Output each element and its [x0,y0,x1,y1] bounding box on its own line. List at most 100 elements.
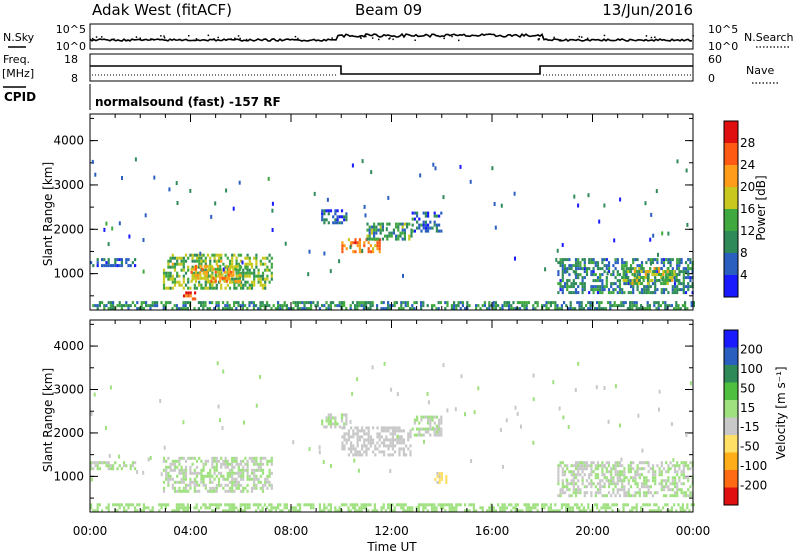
power-echo-cell [358,238,361,242]
power-echo-cell [434,166,437,171]
power-echo-cell [655,267,658,270]
power-echo-cell [112,307,115,311]
velocity-echo-cell [559,461,562,465]
velocity-echo-cell [94,464,97,468]
velocity-echo-cell [380,441,383,445]
power-echo-cell [627,276,630,279]
power-echo-cell [676,267,679,271]
velocity-echo-cell [270,506,273,510]
power-echo-cell [605,276,608,280]
power-echo-cell [632,288,635,292]
velocity-echo-cell [444,509,447,513]
velocity-echo-cell [543,506,546,510]
power-echo-cell [601,273,604,277]
velocity-echo-cell [182,468,185,472]
velocity-echo-cell [514,503,517,507]
velocity-echo-cell [543,503,546,507]
power-echo-cell [631,279,634,282]
power-echo-cell [362,301,365,305]
power-colorbar-swatch [724,187,738,209]
power-echo-cell [682,285,685,289]
power-echo-cell [669,264,672,268]
velocity-echo-cell [268,509,271,513]
power-echo-cell [153,175,156,180]
power-echo-cell [261,286,265,290]
power-echo-cell [666,267,669,270]
velocity-echo-cell [623,476,626,480]
power-echo-cell [248,283,251,287]
power-echo-cell [677,267,680,270]
velocity-echo-cell [583,494,586,498]
velocity-echo-cell [402,441,405,445]
power-echo-cell [255,265,258,269]
velocity-echo-cell [433,503,436,507]
velocity-echo-cell [610,476,613,480]
power-echo-cell [583,258,586,262]
power-echo-cell [649,270,652,273]
velocity-colorbar-swatch [724,435,738,453]
power-echo-cell [590,285,593,289]
velocity-echo-cell [211,489,214,493]
power-echo-cell [250,286,254,290]
power-echo-cell [204,268,207,272]
power-echo-cell [263,307,266,311]
power-echo-cell [645,261,648,265]
power-echo-cell [398,307,401,311]
power-echo-cell [440,229,443,233]
velocity-echo-cell [566,464,569,468]
velocity-echo-cell [658,482,661,486]
velocity-echo-cell [416,415,419,419]
power-echo-cell [669,261,672,265]
power-echo-cell [230,270,233,274]
power-echo-cell [408,237,411,241]
power-echo-cell [629,304,632,308]
power-echo-cell [640,264,644,268]
velocity-echo-cell [676,461,679,465]
velocity-echo-cell [657,509,660,513]
velocity-echo-cell [568,470,571,474]
power-echo-cell [624,301,627,305]
power-echo-cell [228,280,232,284]
power-echo-cell [217,253,221,257]
velocity-echo-cell [180,503,183,507]
velocity-echo-cell [682,494,685,498]
velocity-echo-cell [233,503,236,507]
velocity-echo-cell [334,422,337,426]
power-echo-cell [387,307,390,311]
power-echo-cell [400,307,403,311]
velocity-echo-cell [204,474,207,478]
power-echo-cell [175,307,178,311]
noise-search-dot [559,39,562,41]
velocity-echo-cell [689,485,692,489]
power-echo-cell [557,261,560,265]
power-echo-cell [638,264,641,268]
power-echo-cell [376,307,379,311]
velocity-echo-cell [435,430,438,434]
power-echo-cell [566,282,569,286]
noise-search-dot [644,39,646,41]
velocity-echo-cell [649,467,652,471]
velocity-echo-cell [244,456,247,460]
power-echo-cell [125,261,128,265]
velocity-echo-cell [343,435,346,439]
velocity-echo-cell [510,509,513,513]
velocity-echo-cell [570,464,573,468]
velocity-echo-cell [385,429,388,433]
power-echo-cell [642,276,645,279]
power-echo-cell [310,301,313,305]
power-echo-cell [191,274,194,278]
velocity-echo-cell [614,384,617,389]
velocity-echo-cell [629,464,633,468]
velocity-echo-cell [380,506,383,510]
velocity-echo-cell [380,429,383,433]
power-echo-cell [580,304,583,308]
velocity-echo-cell [253,483,256,487]
power-echo-cell [605,267,608,271]
velocity-echo-cell [178,468,181,472]
velocity-echo-cell [640,485,644,489]
power-echo-cell [205,273,209,277]
power-echo-cell [376,304,379,308]
power-echo-cell [568,258,571,262]
power-echo-cell [577,261,580,265]
power-echo-cell [193,253,196,257]
